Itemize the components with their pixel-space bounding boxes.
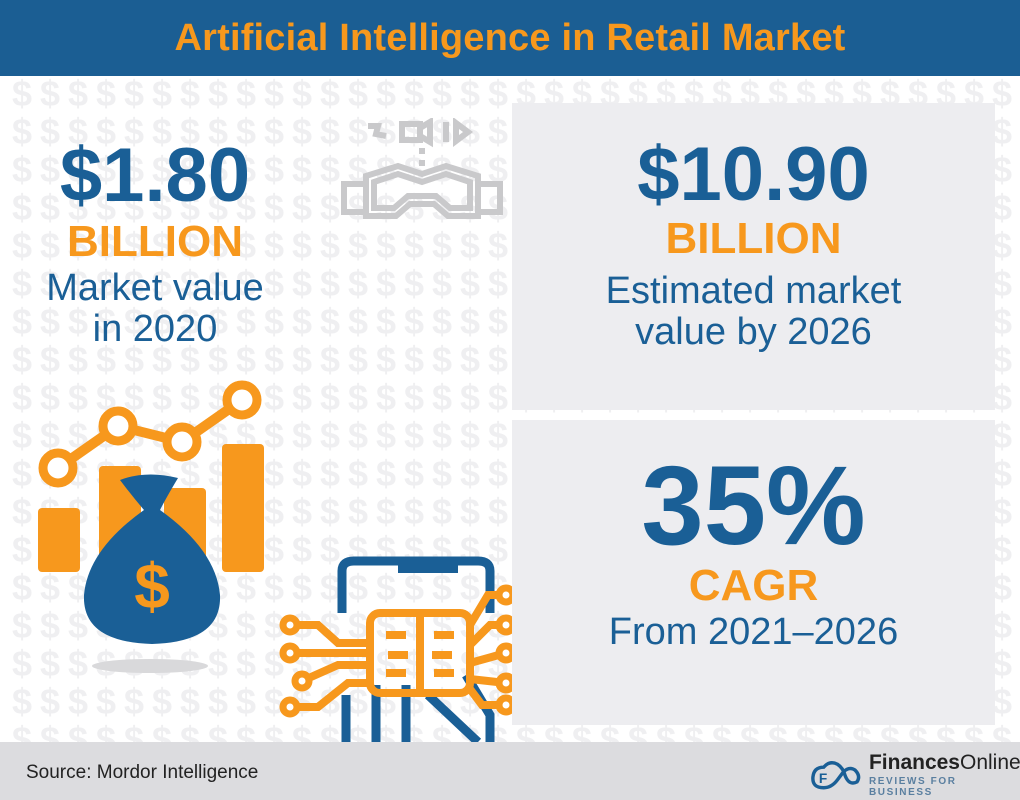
stat-2020: $1.80 BILLION Market value in 2020 [10,138,300,350]
ai-chip-phone-icon [279,556,517,742]
brand-name-rest: Online [960,751,1020,774]
page-title: Artificial Intelligence in Retail Market [174,16,846,59]
financesonline-logo[interactable]: F FinancesOnline REVIEWS FOR BUSINESS [810,752,1020,798]
stat-2020-label-2: in 2020 [92,308,218,351]
stat-cagr-unit: CAGR [688,561,819,610]
stat-2020-label-1: Market value [46,267,264,309]
brand-name-bold: Finances [868,751,960,774]
panel-cagr: 35% CAGR From 2021–2026 [512,420,995,725]
cloud-logo-icon: F [811,761,861,790]
stat-cagr-label: From 2021–2026 [608,611,899,653]
footer: Source: Mordor Intelligence F FinancesOn… [0,742,1020,800]
stat-cagr-value: 35% [641,443,866,568]
brand-name: FinancesOnline [869,752,1020,773]
svg-text:F: F [819,771,827,786]
stat-2020-unit: BILLION [67,217,243,266]
stat-2026-label-1: Estimated market [605,270,902,312]
money-bag-chart-icon: $ [38,380,264,673]
source-text: Source: Mordor Intelligence [26,762,259,783]
header-banner: Artificial Intelligence in Retail Market [0,0,1020,76]
brand-tagline: REVIEWS FOR BUSINESS [868,776,957,798]
stat-2020-value: $1.80 [59,133,251,218]
stat-2026-unit: BILLION [665,214,842,263]
stat-2026-value: $10.90 [637,132,870,217]
svg-text:$: $ [134,550,170,622]
stat-2026-label-2: value by 2026 [635,311,872,354]
panel-2026-value: $10.90 BILLION Estimated market value by… [512,103,995,410]
vr-headset-icon [341,118,503,219]
